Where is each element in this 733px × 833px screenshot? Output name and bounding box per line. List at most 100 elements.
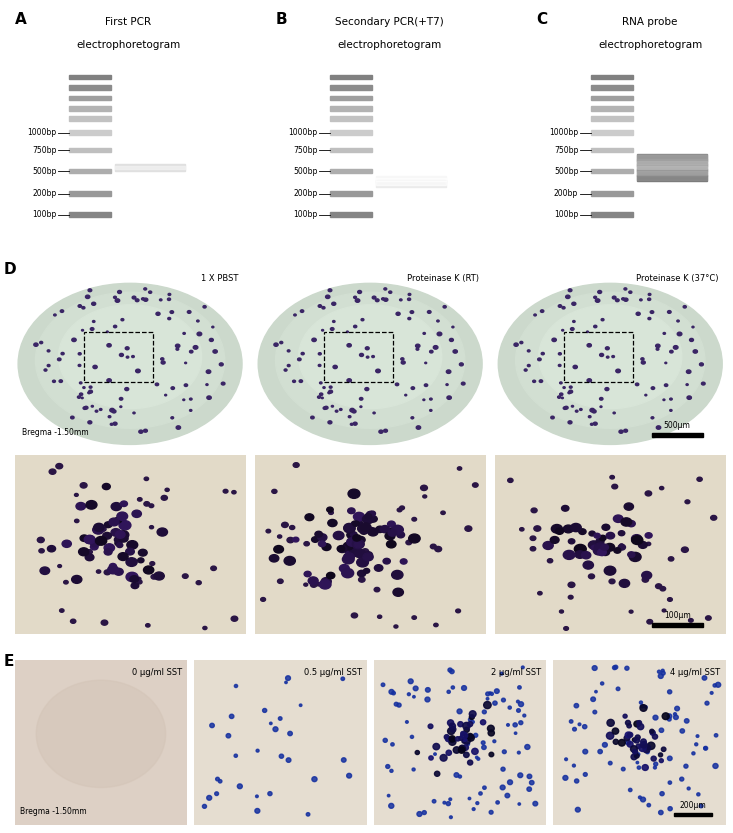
- Circle shape: [372, 297, 376, 299]
- Circle shape: [408, 293, 410, 296]
- Circle shape: [538, 358, 541, 361]
- Circle shape: [637, 753, 640, 756]
- Circle shape: [54, 314, 56, 316]
- Circle shape: [589, 416, 591, 417]
- Circle shape: [563, 407, 567, 409]
- Circle shape: [78, 352, 81, 355]
- Circle shape: [625, 721, 630, 726]
- Circle shape: [137, 577, 141, 581]
- Circle shape: [603, 742, 608, 747]
- Circle shape: [600, 544, 608, 551]
- Circle shape: [183, 332, 185, 334]
- Circle shape: [132, 297, 136, 299]
- Circle shape: [507, 724, 509, 726]
- Circle shape: [446, 736, 451, 741]
- Circle shape: [636, 383, 638, 386]
- Bar: [652, 623, 703, 627]
- Circle shape: [688, 619, 693, 622]
- Circle shape: [706, 616, 711, 621]
- Circle shape: [144, 288, 147, 290]
- Circle shape: [636, 735, 640, 740]
- Circle shape: [482, 710, 486, 714]
- Circle shape: [449, 738, 456, 746]
- Circle shape: [206, 370, 211, 373]
- Circle shape: [331, 406, 334, 407]
- Circle shape: [353, 521, 359, 526]
- Circle shape: [353, 422, 357, 425]
- Circle shape: [534, 314, 537, 316]
- Circle shape: [583, 561, 594, 569]
- Circle shape: [358, 525, 369, 533]
- Circle shape: [458, 721, 463, 726]
- Circle shape: [618, 545, 625, 550]
- Circle shape: [348, 489, 360, 498]
- Circle shape: [472, 748, 478, 755]
- Circle shape: [133, 412, 135, 414]
- Circle shape: [638, 796, 641, 799]
- Circle shape: [559, 364, 561, 367]
- Text: C: C: [537, 12, 548, 27]
- Circle shape: [696, 735, 699, 737]
- Circle shape: [608, 761, 612, 765]
- Circle shape: [185, 362, 187, 364]
- Circle shape: [424, 384, 427, 387]
- Circle shape: [587, 379, 592, 382]
- Circle shape: [619, 544, 624, 546]
- Circle shape: [668, 781, 671, 784]
- Circle shape: [360, 406, 362, 407]
- Circle shape: [602, 524, 610, 531]
- Circle shape: [642, 571, 652, 579]
- Circle shape: [705, 701, 709, 705]
- Circle shape: [385, 532, 395, 540]
- Circle shape: [78, 548, 89, 556]
- Circle shape: [525, 745, 530, 750]
- Circle shape: [301, 352, 304, 355]
- Circle shape: [605, 387, 609, 391]
- Circle shape: [353, 535, 361, 541]
- Circle shape: [375, 565, 383, 571]
- Circle shape: [616, 299, 619, 302]
- Circle shape: [100, 408, 102, 411]
- Circle shape: [523, 714, 526, 717]
- Circle shape: [321, 577, 331, 586]
- Circle shape: [558, 396, 561, 398]
- Text: 0.5 μg/ml SST: 0.5 μg/ml SST: [303, 668, 361, 676]
- Circle shape: [428, 724, 433, 729]
- Circle shape: [405, 721, 408, 723]
- Circle shape: [216, 777, 219, 781]
- Circle shape: [629, 611, 633, 613]
- Circle shape: [668, 806, 672, 811]
- Circle shape: [655, 344, 660, 347]
- Circle shape: [86, 501, 97, 509]
- Circle shape: [607, 720, 614, 726]
- Circle shape: [552, 338, 556, 342]
- Circle shape: [298, 358, 301, 361]
- Circle shape: [350, 532, 357, 537]
- Circle shape: [592, 666, 597, 671]
- Circle shape: [413, 696, 415, 698]
- Circle shape: [699, 363, 704, 366]
- Circle shape: [456, 609, 460, 613]
- Circle shape: [530, 546, 536, 551]
- Circle shape: [59, 380, 62, 382]
- Circle shape: [614, 740, 619, 745]
- Circle shape: [559, 305, 561, 307]
- Circle shape: [86, 550, 92, 554]
- Circle shape: [592, 546, 597, 550]
- Circle shape: [575, 779, 579, 783]
- Circle shape: [493, 701, 497, 706]
- Circle shape: [550, 416, 554, 419]
- Circle shape: [278, 579, 283, 583]
- Circle shape: [647, 620, 652, 624]
- Circle shape: [468, 797, 471, 800]
- Ellipse shape: [498, 283, 722, 445]
- Circle shape: [86, 295, 90, 298]
- Text: 100μm: 100μm: [664, 611, 690, 620]
- Circle shape: [347, 331, 348, 332]
- Circle shape: [279, 754, 284, 758]
- Circle shape: [388, 803, 394, 808]
- Circle shape: [114, 325, 117, 327]
- Circle shape: [411, 387, 415, 390]
- Ellipse shape: [36, 681, 166, 787]
- Circle shape: [463, 722, 470, 730]
